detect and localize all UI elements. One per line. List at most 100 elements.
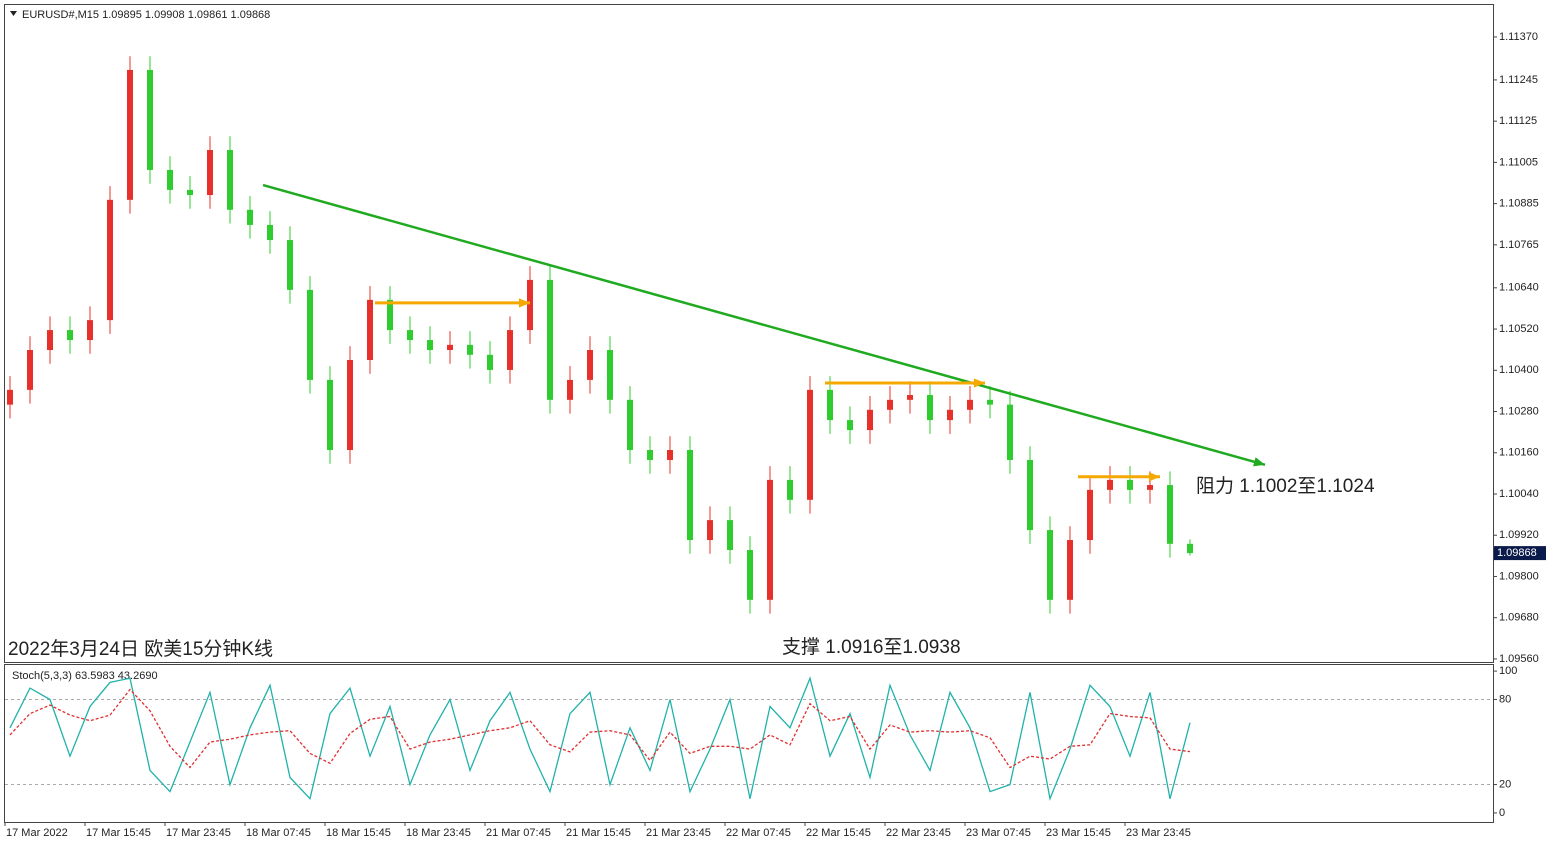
- candle-body: [247, 209, 253, 225]
- x-tick-label: 17 Mar 15:45: [86, 827, 151, 839]
- candle-body: [387, 299, 393, 331]
- y-tick-label: 1.10885: [1499, 198, 1539, 210]
- arrow-head: [1253, 457, 1265, 467]
- y-tick-label: 100: [1499, 665, 1517, 677]
- candle-body: [787, 479, 793, 500]
- candle-body: [187, 189, 193, 196]
- candle-body: [7, 389, 13, 405]
- arrow-head: [518, 298, 530, 308]
- candle-body: [1047, 530, 1053, 600]
- y-tick-label: 1.09800: [1499, 570, 1539, 582]
- arrow-head: [1148, 472, 1160, 482]
- candle-body: [167, 169, 173, 190]
- candle-body: [87, 320, 93, 341]
- candle-body: [967, 399, 973, 410]
- x-tick-label: 21 Mar 23:45: [646, 827, 711, 839]
- x-tick-label: 22 Mar 15:45: [806, 827, 871, 839]
- y-tick-label: 1.10400: [1499, 364, 1539, 376]
- stoch-line: [9, 676, 1191, 802]
- x-tick-label: 21 Mar 07:45: [486, 827, 551, 839]
- candle-body: [427, 340, 433, 351]
- price-box: [1494, 546, 1546, 561]
- candle-body: [647, 450, 653, 460]
- y-tick-label: 20: [1499, 778, 1511, 790]
- y-tick-label: 1.09920: [1499, 529, 1539, 541]
- y-tick-label: 1.10520: [1499, 323, 1539, 335]
- price-label: 1.09868: [1497, 547, 1537, 559]
- candle-body: [547, 279, 553, 400]
- candle-body: [227, 150, 233, 210]
- candle-body: [847, 420, 853, 431]
- candle-body: [947, 409, 953, 421]
- candle-body: [107, 199, 113, 321]
- x-tick-label: 17 Mar 23:45: [166, 827, 231, 839]
- candle-body: [1147, 485, 1153, 490]
- annotation: 阻力 1.1002至1.1024: [1196, 475, 1375, 497]
- y-tick-label: 1.11245: [1499, 74, 1538, 86]
- stoch-title: Stoch(5,3,3) 63.5983 43.2690: [12, 670, 158, 682]
- candle-body: [1007, 404, 1013, 460]
- candle-body: [927, 395, 933, 421]
- y-tick-label: 1.10040: [1499, 488, 1539, 500]
- y-tick-label: 80: [1499, 693, 1511, 705]
- x-tick-label: 21 Mar 15:45: [566, 827, 631, 839]
- candle-body: [367, 299, 373, 360]
- candle-body: [407, 330, 413, 341]
- candle-body: [707, 520, 713, 541]
- y-tick-label: 1.09680: [1499, 612, 1539, 624]
- candle-body: [807, 389, 813, 500]
- candle-body: [587, 350, 593, 380]
- candle-body: [207, 150, 213, 196]
- x-tick-label: 17 Mar 2022: [6, 827, 68, 839]
- candle-body: [147, 69, 153, 170]
- y-tick-label: 1.10765: [1499, 239, 1539, 251]
- arrow-head: [973, 378, 985, 388]
- y-tick-label: 1.10640: [1499, 282, 1539, 294]
- y-tick-label: 0: [1499, 807, 1505, 819]
- y-tick-label: 1.09560: [1499, 653, 1539, 665]
- candle-body: [287, 240, 293, 290]
- candle-body: [307, 289, 313, 380]
- x-tick-label: 18 Mar 23:45: [406, 827, 471, 839]
- stoch-line: [9, 688, 1191, 769]
- candle-body: [667, 450, 673, 460]
- x-tick-label: 18 Mar 15:45: [326, 827, 391, 839]
- candle-body: [1087, 489, 1093, 541]
- annotation: 2022年3月24日 欧美15分钟K线: [8, 638, 273, 660]
- trend-line: [262, 183, 1266, 466]
- y-tick-label: 1.11125: [1499, 115, 1537, 127]
- candle-body: [27, 350, 33, 390]
- y-tick-label: 1.11370: [1499, 31, 1538, 43]
- candle-body: [47, 330, 53, 351]
- annotation: 支撑 1.0916至1.0938: [782, 636, 961, 658]
- candle-body: [267, 224, 273, 241]
- candle-body: [347, 359, 353, 451]
- x-tick-label: 23 Mar 07:45: [966, 827, 1031, 839]
- candle-body: [627, 399, 633, 451]
- candle-body: [687, 450, 693, 541]
- candle-body: [867, 409, 873, 431]
- stoch-frame: [4, 664, 1494, 823]
- candle-body: [827, 389, 833, 421]
- candle-body: [1187, 543, 1193, 554]
- x-tick-label: 23 Mar 23:45: [1126, 827, 1191, 839]
- candle-body: [447, 344, 453, 351]
- menu-arrow: [10, 11, 17, 16]
- candle-body: [887, 399, 893, 410]
- chart-title: EURUSD#,M15 1.09895 1.09908 1.09861 1.09…: [22, 9, 270, 21]
- candle-body: [507, 330, 513, 370]
- candle-body: [1127, 479, 1133, 490]
- candle-body: [747, 550, 753, 600]
- candle-body: [467, 344, 473, 355]
- candle-body: [327, 379, 333, 451]
- candle-body: [727, 520, 733, 551]
- x-tick-label: 23 Mar 15:45: [1046, 827, 1111, 839]
- candle-body: [567, 379, 573, 400]
- candle-body: [1107, 479, 1113, 490]
- candle-body: [67, 330, 73, 341]
- x-tick-label: 18 Mar 07:45: [246, 827, 311, 839]
- main-frame: [4, 4, 1494, 663]
- candle-body: [907, 395, 913, 400]
- y-tick-label: 1.10160: [1499, 447, 1539, 459]
